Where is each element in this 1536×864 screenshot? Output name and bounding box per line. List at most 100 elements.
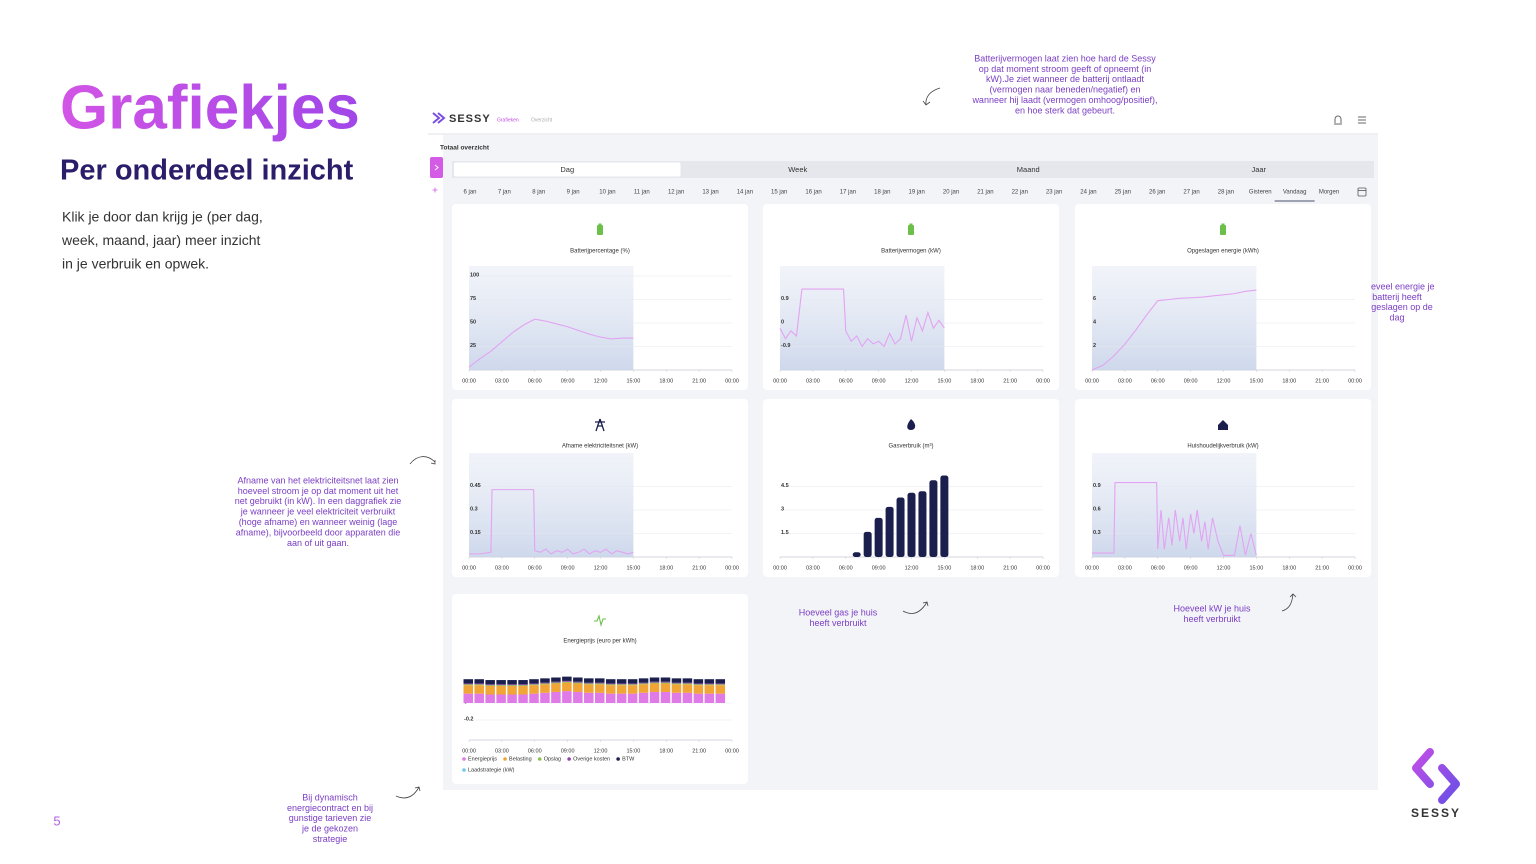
stacked-bar-segment — [605, 679, 616, 684]
icon-pulse — [594, 614, 606, 628]
period-tab[interactable]: Maand — [1017, 165, 1040, 174]
x-tick-label: 09:00 — [872, 565, 886, 571]
x-tick-label: 21:00 — [1003, 565, 1017, 571]
annotation: heeft verbruikt — [1183, 614, 1241, 624]
x-tick-label: 06:00 — [528, 565, 542, 571]
x-tick-label: 00:00 — [1085, 378, 1099, 384]
date-tab[interactable]: Morgen — [1319, 190, 1339, 196]
stacked-bar-segment — [660, 677, 671, 682]
date-tab[interactable]: 26 jan — [1149, 190, 1165, 196]
bar — [929, 480, 938, 557]
date-tab[interactable]: 11 jan — [634, 190, 650, 196]
stacked-bar-segment — [704, 693, 715, 703]
y-tick-label: 1.5 — [781, 530, 789, 536]
sidebar-toggle[interactable] — [430, 157, 443, 178]
stacked-bar-segment — [704, 685, 715, 694]
date-tab[interactable]: 13 jan — [702, 190, 718, 196]
period-tab-active — [454, 162, 681, 177]
date-tab[interactable]: 18 jan — [874, 190, 890, 196]
stacked-bar-segment — [605, 685, 616, 694]
date-tab[interactable]: 15 jan — [771, 190, 787, 196]
stacked-bar-segment — [616, 683, 627, 685]
menu-icon[interactable] — [1358, 116, 1366, 124]
chart-title: Gasverbruik (m³) — [888, 444, 933, 450]
stacked-bar-segment — [562, 676, 572, 681]
stacked-bar-segment — [518, 684, 528, 686]
date-tab[interactable]: 24 jan — [1080, 190, 1096, 196]
period-tab[interactable]: Jaar — [1251, 165, 1266, 174]
date-tab[interactable]: 12 jan — [668, 190, 684, 196]
bell-icon[interactable] — [1334, 115, 1342, 125]
date-tab[interactable]: 6 jan — [463, 190, 476, 196]
stacked-bar-segment — [638, 692, 649, 703]
history-shade — [469, 266, 634, 370]
date-tab[interactable]: Vandaag — [1283, 190, 1307, 196]
x-tick-label: 00:00 — [773, 565, 787, 571]
stacked-bar-segment — [605, 693, 616, 703]
date-tab[interactable]: 23 jan — [1046, 190, 1062, 196]
sidebar-plus[interactable] — [432, 187, 438, 193]
date-tab[interactable]: 7 jan — [498, 190, 511, 196]
app-logo: SESSY — [449, 113, 491, 125]
x-tick-label: 06:00 — [839, 378, 853, 384]
stacked-bar-segment — [540, 682, 550, 684]
date-tab[interactable]: 22 jan — [1012, 190, 1028, 196]
calendar-icon[interactable] — [1357, 187, 1367, 197]
bar — [896, 497, 905, 557]
date-tab[interactable]: 14 jan — [737, 190, 753, 196]
y-tick-label: 0.3 — [1093, 530, 1101, 536]
date-tab[interactable]: 25 jan — [1115, 190, 1131, 196]
date-tab[interactable]: 20 jan — [943, 190, 959, 196]
legend-marker — [462, 757, 466, 761]
stacked-bar-segment — [540, 692, 550, 703]
stacked-bar-segment — [529, 683, 539, 685]
y-tick-label: 0.3 — [470, 506, 478, 512]
stacked-bar-segment — [562, 680, 572, 682]
stacked-bar-segment — [715, 693, 726, 703]
y-tick-label: 100 — [470, 272, 479, 278]
chart-title: Huishoudelijkverbruik (kW) — [1187, 444, 1258, 450]
date-tab[interactable]: Gisteren — [1249, 190, 1272, 196]
stacked-bar-segment — [584, 683, 594, 685]
annotation: energiecontract en bij — [287, 803, 373, 813]
date-tab[interactable]: 28 jan — [1218, 190, 1234, 196]
sidebar-arrow — [434, 164, 439, 171]
chart-title: Energieprijs (euro per kWh) — [563, 639, 636, 645]
x-tick-label: 00:00 — [1085, 565, 1099, 571]
stacked-bar-segment — [638, 678, 649, 683]
x-tick-label: 03:00 — [1118, 378, 1132, 384]
x-tick-label: 03:00 — [806, 565, 820, 571]
stacked-bar-segment — [463, 684, 473, 686]
bar — [852, 552, 861, 557]
chart-card — [763, 399, 1059, 577]
stacked-bar-segment — [595, 684, 605, 693]
stacked-bar-segment — [562, 682, 572, 692]
stacked-bar-segment — [573, 682, 583, 684]
stacked-bar-segment — [616, 693, 627, 703]
date-tab[interactable]: 9 jan — [567, 190, 580, 196]
x-tick-label: 00:00 — [725, 748, 739, 754]
date-tab[interactable]: 16 jan — [805, 190, 821, 196]
stacked-bar-segment — [551, 681, 561, 683]
legend-marker — [616, 757, 620, 761]
date-tab[interactable]: 10 jan — [599, 190, 615, 196]
stacked-bar-segment — [551, 691, 561, 703]
stacked-bar-segment — [704, 679, 715, 684]
date-tab[interactable]: 19 jan — [909, 190, 925, 196]
annotation: (hoge afname) en wanneer weinig (lage — [239, 517, 398, 527]
y-tick-label: 2 — [1093, 343, 1096, 349]
x-tick-label: 12:00 — [1217, 565, 1231, 571]
period-tab[interactable]: Dag — [560, 165, 574, 174]
bar — [874, 517, 883, 557]
icon-battery-cap — [598, 223, 602, 225]
stacked-bar-segment — [660, 683, 671, 692]
date-tab[interactable]: 17 jan — [840, 190, 856, 196]
legend-label: Laadstrategie (kW) — [468, 767, 515, 773]
x-tick-label: 21:00 — [692, 748, 706, 754]
date-tab[interactable]: 21 jan — [977, 190, 993, 196]
period-tab[interactable]: Week — [788, 165, 807, 174]
y-tick-label: -0.9 — [781, 343, 790, 349]
date-tab[interactable]: 8 jan — [532, 190, 545, 196]
data-line — [779, 288, 945, 348]
date-tab[interactable]: 27 jan — [1183, 190, 1199, 196]
